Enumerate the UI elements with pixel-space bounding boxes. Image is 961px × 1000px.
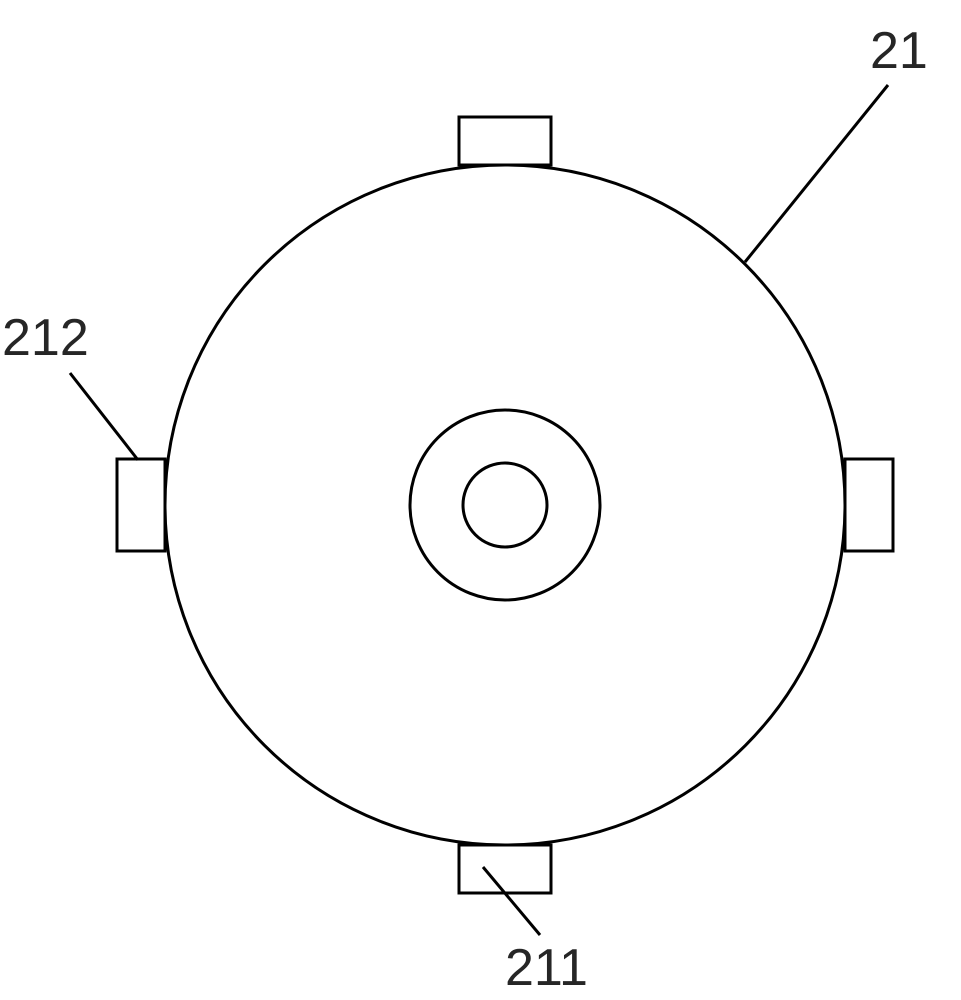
label-21: 21: [870, 22, 928, 80]
tab-left: [117, 459, 165, 551]
inner-circle: [463, 463, 547, 547]
label-212: 212: [2, 309, 89, 367]
tab-top: [459, 117, 551, 165]
tab-bottom: [459, 845, 551, 893]
tab-right: [845, 459, 893, 551]
leader-212: [70, 373, 138, 460]
technical-diagram: 21 212 211: [0, 0, 961, 1000]
label-211: 211: [505, 939, 588, 997]
leader-21: [745, 85, 888, 262]
